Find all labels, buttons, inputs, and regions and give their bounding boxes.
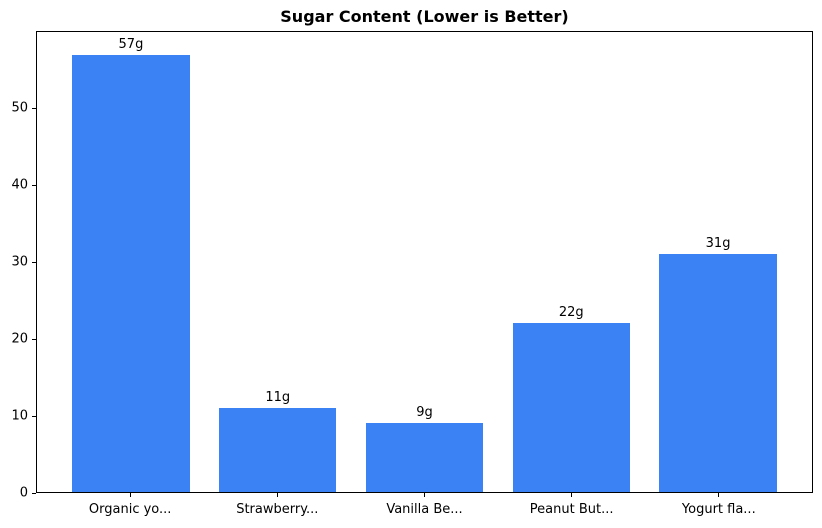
y-tick-mark	[32, 415, 36, 417]
x-tick-label: Peanut But...	[529, 502, 614, 517]
y-tick-label: 50	[11, 100, 28, 116]
bar	[365, 423, 484, 492]
y-tick-label: 20	[11, 331, 28, 347]
bar	[512, 323, 630, 492]
bar-value-label: 57g	[118, 37, 144, 52]
y-tick-mark	[32, 338, 36, 340]
bar	[659, 254, 777, 492]
y-tick-label: 40	[11, 177, 28, 193]
x-tick-mark	[718, 493, 720, 497]
chart-title: Sugar Content (Lower is Better)	[280, 7, 569, 26]
x-tick-mark	[129, 493, 131, 497]
x-tick-mark	[424, 493, 425, 497]
bar	[72, 55, 190, 492]
y-tick-label: 10	[11, 408, 28, 424]
x-axis: Organic yo... Strawberry... Vanilla Be... P…	[36, 493, 813, 527]
x-tick-label: Yogurt fla...	[681, 502, 756, 517]
y-tick-mark	[32, 261, 36, 263]
y-tick-label: 30	[11, 254, 28, 270]
x-tick-mark	[276, 493, 278, 497]
bar-value-label: 31g	[705, 236, 731, 252]
bar-value-label: 22g	[558, 305, 584, 321]
y-tick-label: 0	[19, 485, 28, 501]
y-tick-mark	[32, 492, 36, 494]
bar	[219, 407, 337, 492]
y-tick-mark	[32, 184, 36, 186]
x-tick-label: Vanilla Be...	[386, 502, 463, 517]
y-tick-mark	[32, 107, 36, 109]
bar-value-label: 9g	[416, 405, 433, 420]
bar-value-label: 11g	[265, 389, 291, 405]
plot-area: 57g 11g 9g 22g 31g	[36, 31, 813, 493]
x-tick-label: Strawberry...	[236, 502, 319, 517]
x-tick-label: Organic yo...	[88, 502, 172, 517]
y-axis: 0 10 20 30 40 50	[0, 31, 36, 500]
x-tick-mark	[571, 493, 573, 497]
